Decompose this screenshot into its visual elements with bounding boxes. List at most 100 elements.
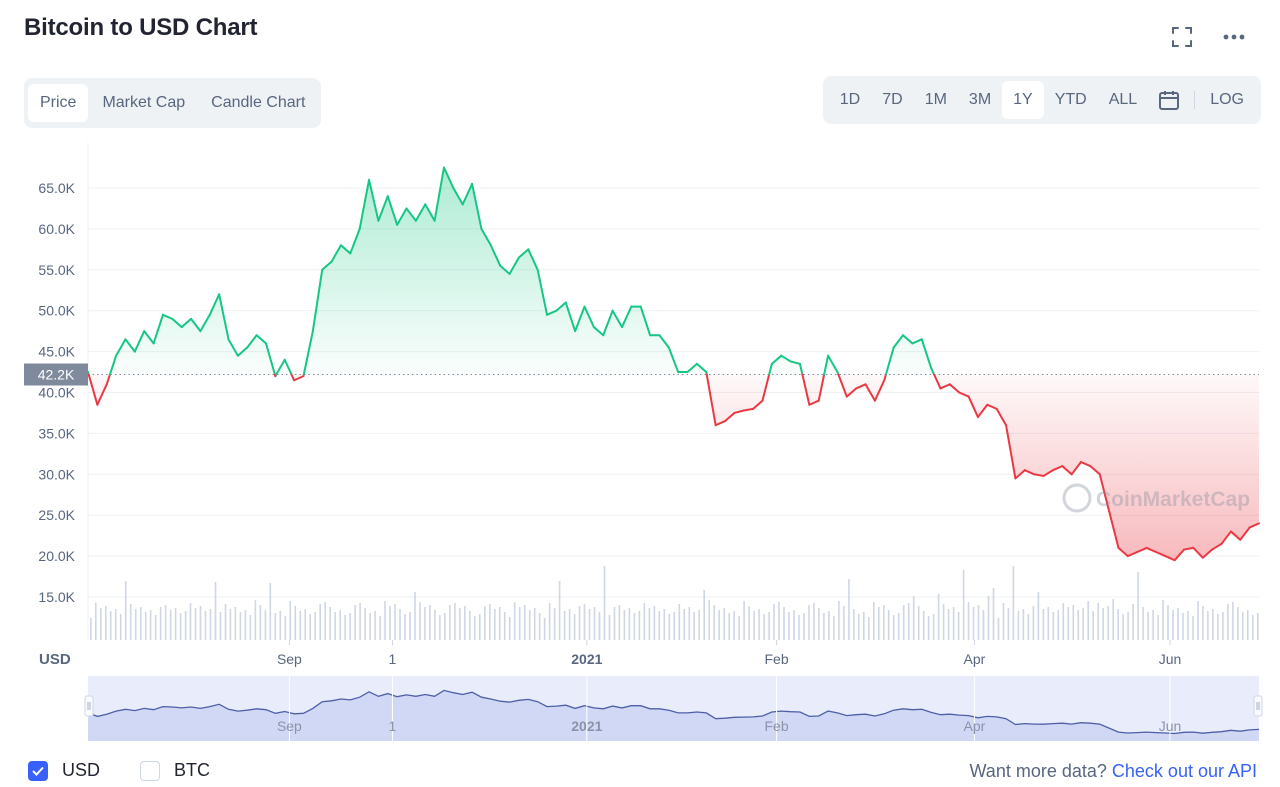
volume-bar (344, 615, 346, 640)
range-7d[interactable]: 7D (882, 91, 903, 108)
volume-bar (833, 616, 835, 640)
volume-bar (424, 607, 426, 640)
volume-bar (434, 610, 436, 640)
volume-bar (598, 612, 601, 640)
volume-bar (892, 615, 895, 640)
price-line-segment (527, 248, 539, 271)
volume-bar (992, 588, 995, 640)
price-line-segment (358, 178, 371, 230)
price-line-segment (976, 403, 989, 419)
volume-bar (449, 605, 451, 640)
y-tick-label: 15.0K (38, 589, 75, 605)
range-1m[interactable]: 1M (924, 91, 947, 108)
volume-bar (952, 607, 955, 640)
volume-bar (648, 608, 651, 640)
range-ytd[interactable]: YTD (1054, 91, 1087, 108)
volume-bar (329, 607, 331, 640)
volume-bar (583, 604, 586, 640)
usd-label: USD (62, 760, 101, 780)
api-link[interactable]: Check out our API (1111, 761, 1257, 781)
volume-bar (917, 606, 920, 640)
price-line-segment (823, 354, 830, 376)
volume-bar (284, 616, 287, 640)
volume-bar (414, 592, 416, 640)
price-line-segment (611, 309, 623, 329)
range-1y[interactable]: 1Y (1002, 81, 1044, 119)
price-line-segment (1014, 469, 1026, 480)
volume-bar (1112, 599, 1114, 640)
volume-bar (563, 611, 566, 640)
volume-bar (134, 609, 137, 640)
volume-bar (399, 609, 401, 640)
volume-bar (154, 615, 157, 640)
volume-bar (848, 579, 850, 640)
volume-bar (967, 602, 970, 640)
volume-bar (748, 606, 750, 640)
navigator-right-handle[interactable] (1253, 695, 1263, 717)
price-line-segment (1192, 546, 1204, 559)
watermark: CoinMarketCap (1062, 483, 1250, 513)
volume-bar (613, 607, 616, 640)
volume-bar (1207, 611, 1209, 640)
btc-checkbox[interactable] (140, 760, 161, 781)
expand-icon[interactable] (1170, 26, 1194, 48)
price-line-segment (864, 383, 876, 402)
volume-bar (723, 608, 725, 640)
volume-bar (1237, 607, 1239, 640)
price-line-segment (583, 305, 595, 329)
price-line-segment (208, 293, 221, 316)
range-all[interactable]: ALL (1108, 91, 1138, 108)
volume-bar (354, 605, 356, 640)
volume-bar (997, 618, 1000, 640)
range-3m[interactable]: 3M (968, 91, 992, 108)
volume-bar (1032, 606, 1035, 640)
price-line-segment (933, 373, 942, 390)
volume-bar (1167, 605, 1169, 640)
price-line-segment (87, 373, 99, 406)
tab-candle-chart[interactable]: Candle Chart (211, 94, 306, 111)
watermark-text: CoinMarketCap (1096, 488, 1250, 511)
price-line-segment (124, 338, 136, 353)
more-dots-icon[interactable] (1222, 26, 1246, 48)
volume-bar (743, 601, 745, 640)
price-line-segment (1183, 546, 1195, 551)
price-line-segment (1117, 546, 1129, 558)
price-line-segment (837, 373, 848, 398)
tab-market-cap[interactable]: Market Cap (102, 94, 186, 111)
price-line-segment (1201, 548, 1214, 559)
log-scale-toggle[interactable]: LOG (1210, 91, 1244, 108)
volume-bar (289, 601, 292, 640)
price-line-segment (1042, 469, 1054, 477)
volume-bar (793, 610, 795, 640)
area-below-reference (88, 374, 1260, 561)
tab-price[interactable]: Price (28, 84, 89, 122)
volume-bar (1212, 609, 1214, 640)
volume-bar (1147, 612, 1149, 640)
usd-checkbox[interactable] (28, 760, 48, 781)
volume-bar (199, 606, 202, 640)
volume-bar (533, 608, 536, 640)
volume-bar (798, 615, 800, 640)
x-tick-label: 1 (389, 651, 397, 667)
volume-bar (818, 608, 820, 640)
price-line-segment (1173, 548, 1186, 562)
volume-bar (778, 602, 780, 640)
volume-bar (808, 605, 810, 640)
price-line-segment (517, 248, 530, 259)
range-1d[interactable]: 1D (839, 91, 861, 108)
handle-grip (84, 695, 94, 717)
volume-bar (907, 603, 910, 640)
volume-bar (1037, 592, 1040, 640)
chart-type-tabs: Price Market Cap Candle Chart (24, 78, 322, 128)
navigator-tick-label: 2021 (571, 718, 602, 734)
navigator-left-handle[interactable] (84, 695, 94, 717)
volume-bar (259, 605, 262, 640)
volume-bar (663, 609, 666, 640)
price-line-segment (264, 342, 276, 376)
calendar-icon[interactable] (1148, 89, 1190, 111)
volume-bar (1192, 616, 1194, 640)
volume-bar (823, 613, 825, 640)
price-line-segment (1005, 424, 1017, 480)
volume-bar (838, 601, 840, 640)
volume-bar (947, 609, 950, 640)
